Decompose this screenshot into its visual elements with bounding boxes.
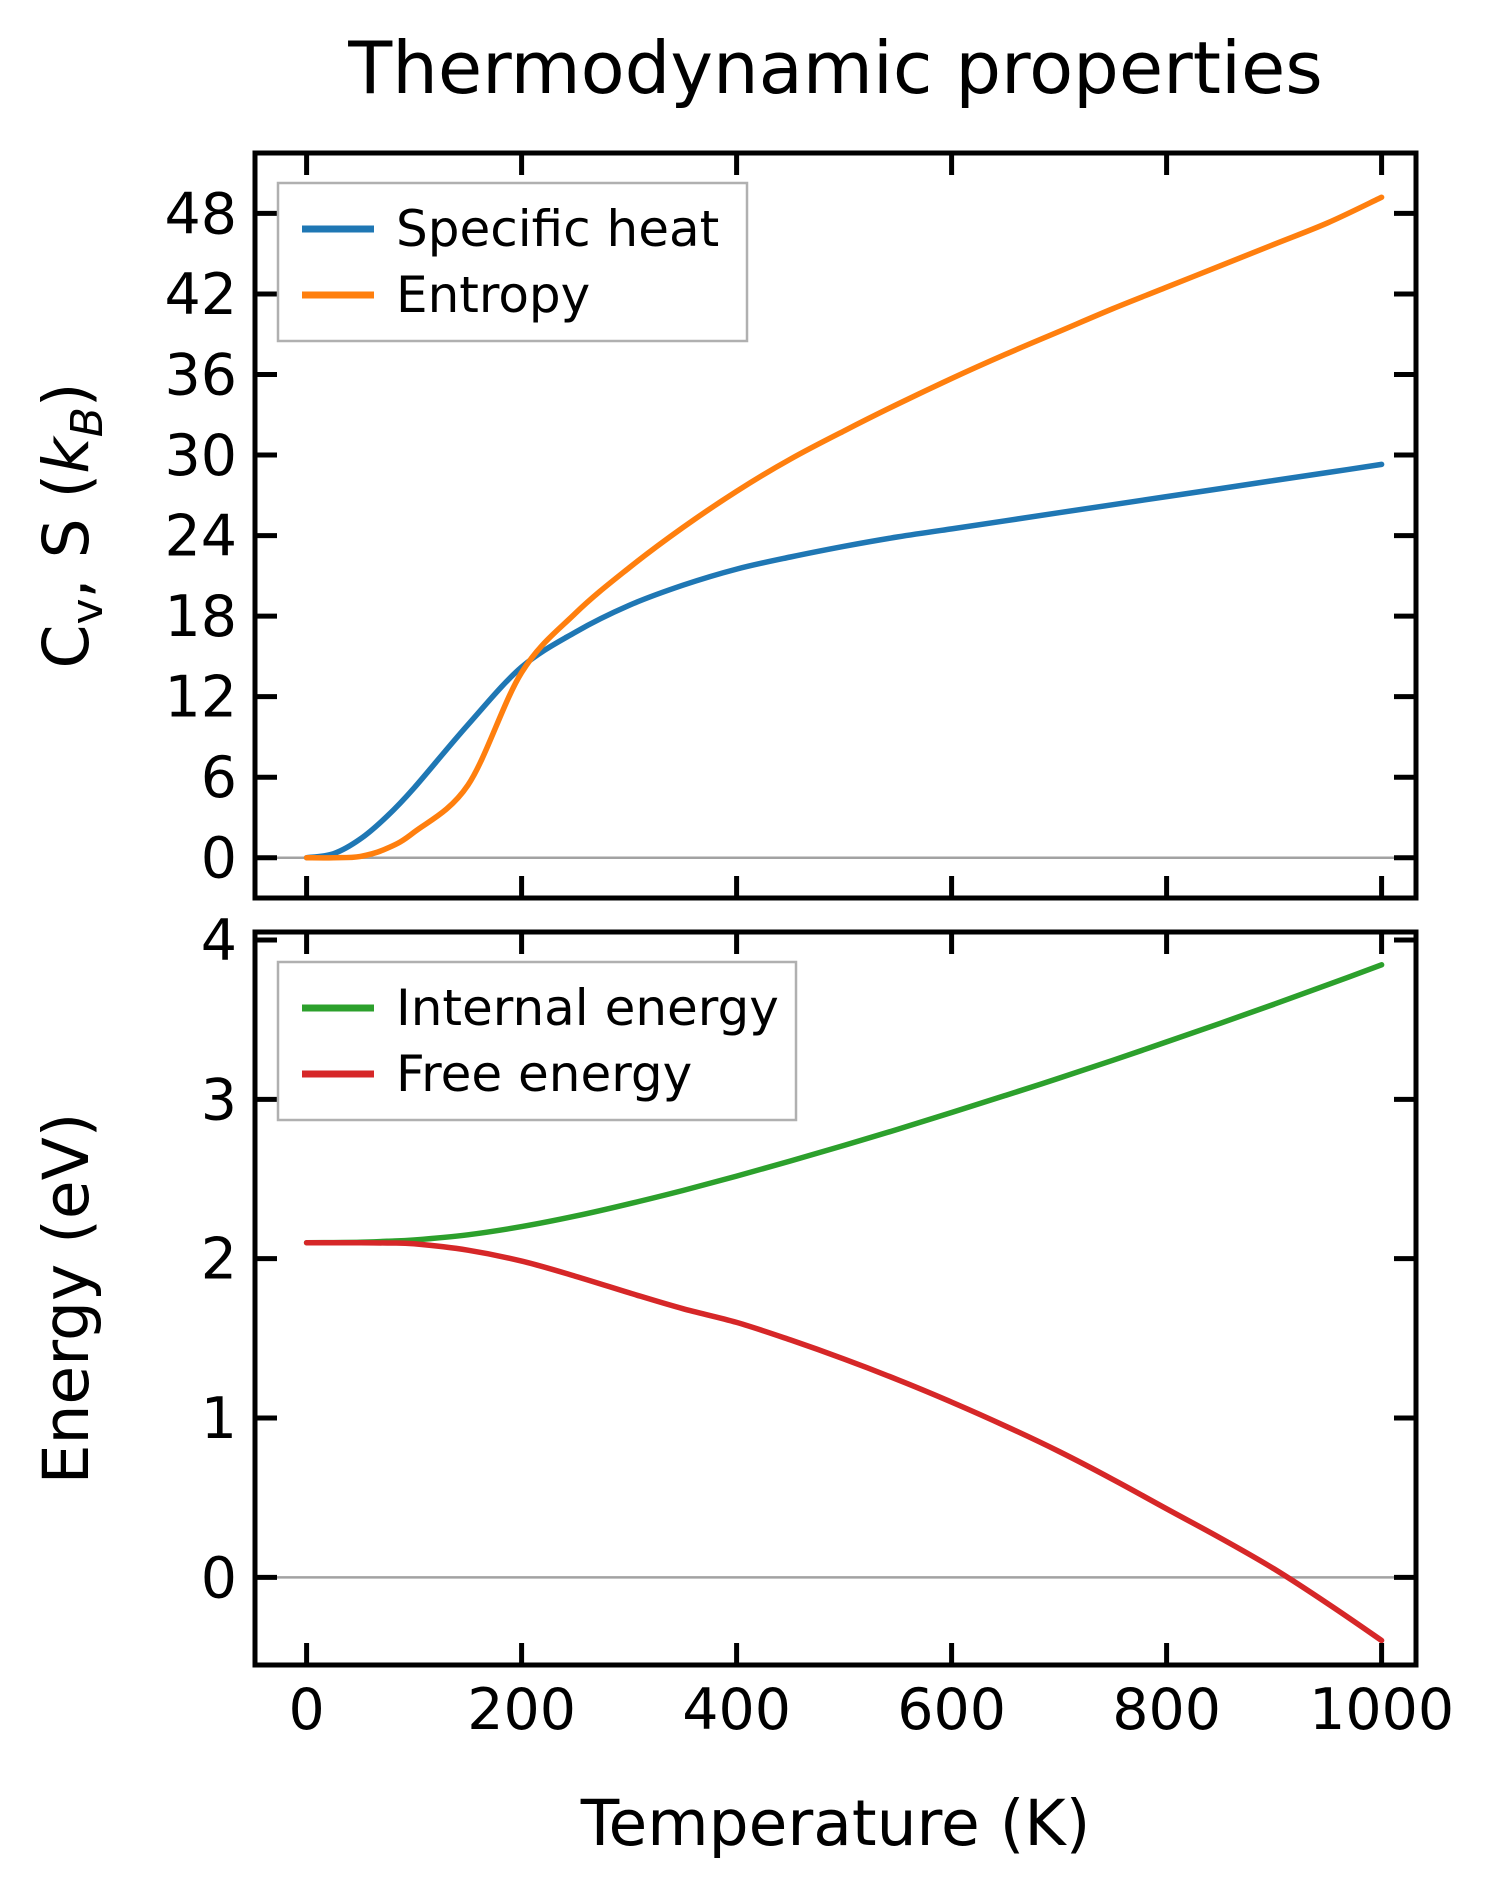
- entropy-curve: [303, 194, 1385, 861]
- legend: Specific heat Entropy: [276, 181, 749, 343]
- x-tick-label: 600: [897, 1677, 1006, 1743]
- bottom-panel: 0 200 400 600 800 1000 0 1 2 3 4 Temperature (K) Ene…: [30, 908, 1454, 1860]
- legend-label-internal-energy: Internal energy: [396, 979, 779, 1037]
- legend-label-specific-heat: Specific heat: [396, 200, 719, 258]
- legend-label-entropy: Entropy: [396, 266, 590, 324]
- x-tick-label: 0: [288, 1677, 324, 1743]
- y-tick-label: 6: [201, 745, 237, 811]
- axes-spines: [252, 929, 1419, 1668]
- y-tick-label: 48: [164, 181, 237, 247]
- top-panel: 0 6 12 18 24 30 36 42 48 Cv, S (kB) Specific heat E…: [30, 150, 1419, 901]
- y-tick-label: 30: [164, 423, 237, 489]
- y-tick-label: 1: [201, 1386, 237, 1452]
- x-axis-label: Temperature (K): [580, 1787, 1091, 1860]
- legend-box: [276, 960, 798, 1122]
- y-tick-label: 18: [164, 584, 237, 650]
- legend: Internal energy Free energy: [276, 960, 798, 1122]
- axes-spines: [252, 150, 1419, 901]
- y-tick-label: 24: [164, 504, 237, 570]
- y-tick-label: 42: [164, 262, 237, 328]
- y-axis-label: Energy (eV): [30, 1113, 103, 1485]
- y-tick-label: 0: [201, 1545, 237, 1611]
- free-energy-curve: [303, 1239, 1385, 1644]
- x-tick-label: 800: [1112, 1677, 1221, 1743]
- legend-box: [276, 181, 749, 343]
- specific-heat-curve: [303, 461, 1385, 861]
- y-tick-label: 36: [164, 342, 237, 408]
- y-tick-label: 3: [201, 1067, 237, 1133]
- y-axis-label: Cv, S (kB): [30, 383, 113, 669]
- y-tick-label: 2: [201, 1227, 237, 1293]
- y-tick-label: 12: [164, 665, 237, 731]
- y-tick-label: 4: [201, 908, 237, 974]
- x-tick-label: 200: [467, 1677, 576, 1743]
- y-tick-label: 0: [201, 826, 237, 892]
- x-tick-label: 1000: [1309, 1677, 1454, 1743]
- x-tick-label: 400: [682, 1677, 791, 1743]
- legend-label-free-energy: Free energy: [396, 1045, 692, 1103]
- figure-title: Thermodynamic properties: [348, 26, 1323, 110]
